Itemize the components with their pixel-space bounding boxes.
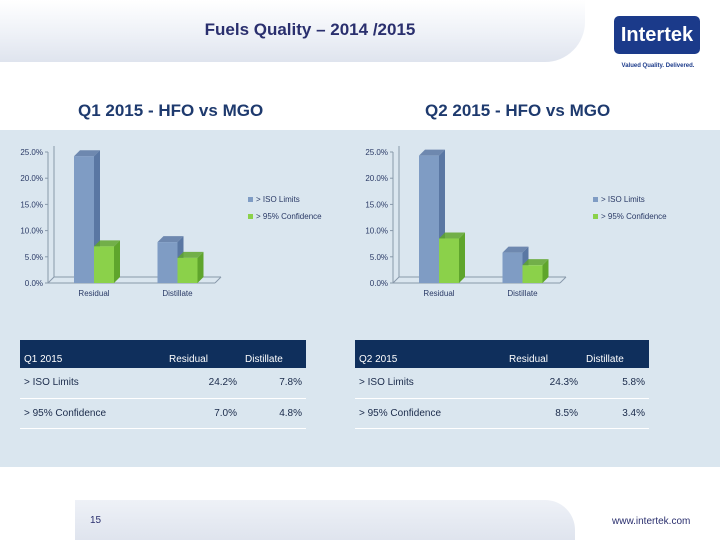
table-header-cell: Q1 2015: [20, 340, 165, 368]
legend-label: > ISO Limits: [256, 195, 300, 204]
y-tick-label: 10.0%: [20, 227, 43, 236]
legend-swatch: [593, 214, 598, 219]
bar: [74, 156, 94, 283]
y-tick-label: 0.0%: [370, 279, 388, 288]
table-cell: 8.5%: [505, 398, 582, 429]
footer-website: www.intertek.com: [612, 516, 691, 527]
footer-band: [75, 500, 575, 540]
table-row: > ISO Limits 24.3% 5.8%: [355, 368, 649, 399]
bar-top: [157, 236, 184, 243]
bar-side: [114, 240, 120, 283]
table-cell: 7.0%: [165, 398, 241, 429]
table-cell: > 95% Confidence: [20, 398, 165, 429]
legend-swatch: [248, 197, 253, 202]
y-tick-label: 25.0%: [20, 148, 43, 157]
y-tick-label: 5.0%: [370, 253, 388, 262]
table-header-row: Q1 2015 Residual Distillate: [20, 340, 306, 368]
bar-side: [542, 259, 549, 283]
table-cell: 5.8%: [582, 368, 649, 399]
table-cell: 24.2%: [165, 368, 241, 399]
bar-side: [197, 251, 204, 283]
y-tick-label: 20.0%: [365, 174, 388, 183]
table-cell: 7.8%: [241, 368, 306, 399]
x-tick-label: Distillate: [507, 289, 538, 298]
x-tick-label: Residual: [78, 289, 109, 298]
table-header-cell: Residual: [505, 340, 582, 368]
bar-top: [522, 259, 549, 266]
floor-edge-right: [214, 276, 222, 284]
table-header-cell: Distillate: [241, 340, 306, 368]
floor-edge-right: [559, 276, 567, 284]
floor-edge-left: [47, 276, 55, 284]
table-row: > 95% Confidence 8.5% 3.4%: [355, 398, 649, 429]
table-cell: 3.4%: [582, 398, 649, 429]
slide-title: Fuels Quality – 2014 /2015: [204, 20, 416, 39]
table-row: > 95% Confidence 7.0% 4.8%: [20, 398, 306, 429]
title-band: [0, 0, 585, 62]
bar-top: [74, 150, 100, 157]
table-cell: 4.8%: [241, 398, 306, 429]
y-tick-label: 20.0%: [20, 174, 43, 183]
bar: [157, 242, 178, 283]
bar-top: [419, 149, 445, 156]
table-header-cell: Residual: [165, 340, 241, 368]
y-tick-label: 25.0%: [365, 148, 388, 157]
intertek-logo: Intertek: [614, 16, 700, 54]
table-header-row: Q2 2015 Residual Distillate: [355, 340, 649, 368]
x-tick-label: Distillate: [162, 289, 193, 298]
table-header-cell: Q2 2015: [355, 340, 505, 368]
bar: [419, 155, 439, 283]
table-cell: > ISO Limits: [355, 368, 505, 399]
y-tick-label: 10.0%: [365, 227, 388, 236]
chart-q2: 0.0% 5.0% 10.0% 15.0% 20.0% 25.0% Residual Dist…: [365, 146, 667, 298]
bar: [94, 246, 114, 283]
chart-1-title: Q1 2015 - HFO vs MGO: [78, 101, 264, 120]
bar-top: [502, 246, 529, 253]
chart-q1: 0.0% 5.0% 10.0% 15.0% 20.0% 25.0% Residual Dist…: [20, 146, 322, 298]
logo-tagline: Valued Quality. Delivered.: [621, 63, 695, 69]
bar: [439, 238, 459, 283]
table-cell: 24.3%: [505, 368, 582, 399]
table-cell: > ISO Limits: [20, 368, 165, 399]
chart-2-title: Q2 2015 - HFO vs MGO: [425, 101, 611, 120]
table-q1: Q1 2015 Residual Distillate > ISO Limits…: [20, 340, 306, 429]
bar: [522, 265, 543, 283]
table-q2: Q2 2015 Residual Distillate > ISO Limits…: [355, 340, 649, 429]
table-row: > ISO Limits 24.2% 7.8%: [20, 368, 306, 399]
page-number: 15: [90, 515, 102, 526]
bar: [502, 252, 523, 283]
legend-label: > 95% Confidence: [256, 212, 322, 221]
legend-label: > 95% Confidence: [601, 212, 667, 221]
bar-side: [459, 232, 465, 283]
legend-label: > ISO Limits: [601, 195, 645, 204]
bar-top: [439, 232, 465, 239]
bar-top: [177, 251, 204, 258]
x-tick-label: Residual: [423, 289, 454, 298]
floor-edge-left: [392, 276, 400, 284]
bar: [177, 257, 198, 283]
y-tick-label: 15.0%: [20, 200, 43, 209]
y-tick-label: 0.0%: [25, 279, 43, 288]
legend-swatch: [593, 197, 598, 202]
bar-top: [94, 240, 120, 247]
y-tick-label: 15.0%: [365, 200, 388, 209]
table-header-cell: Distillate: [582, 340, 649, 368]
legend-swatch: [248, 214, 253, 219]
table-cell: > 95% Confidence: [355, 398, 505, 429]
y-tick-label: 5.0%: [25, 253, 43, 262]
